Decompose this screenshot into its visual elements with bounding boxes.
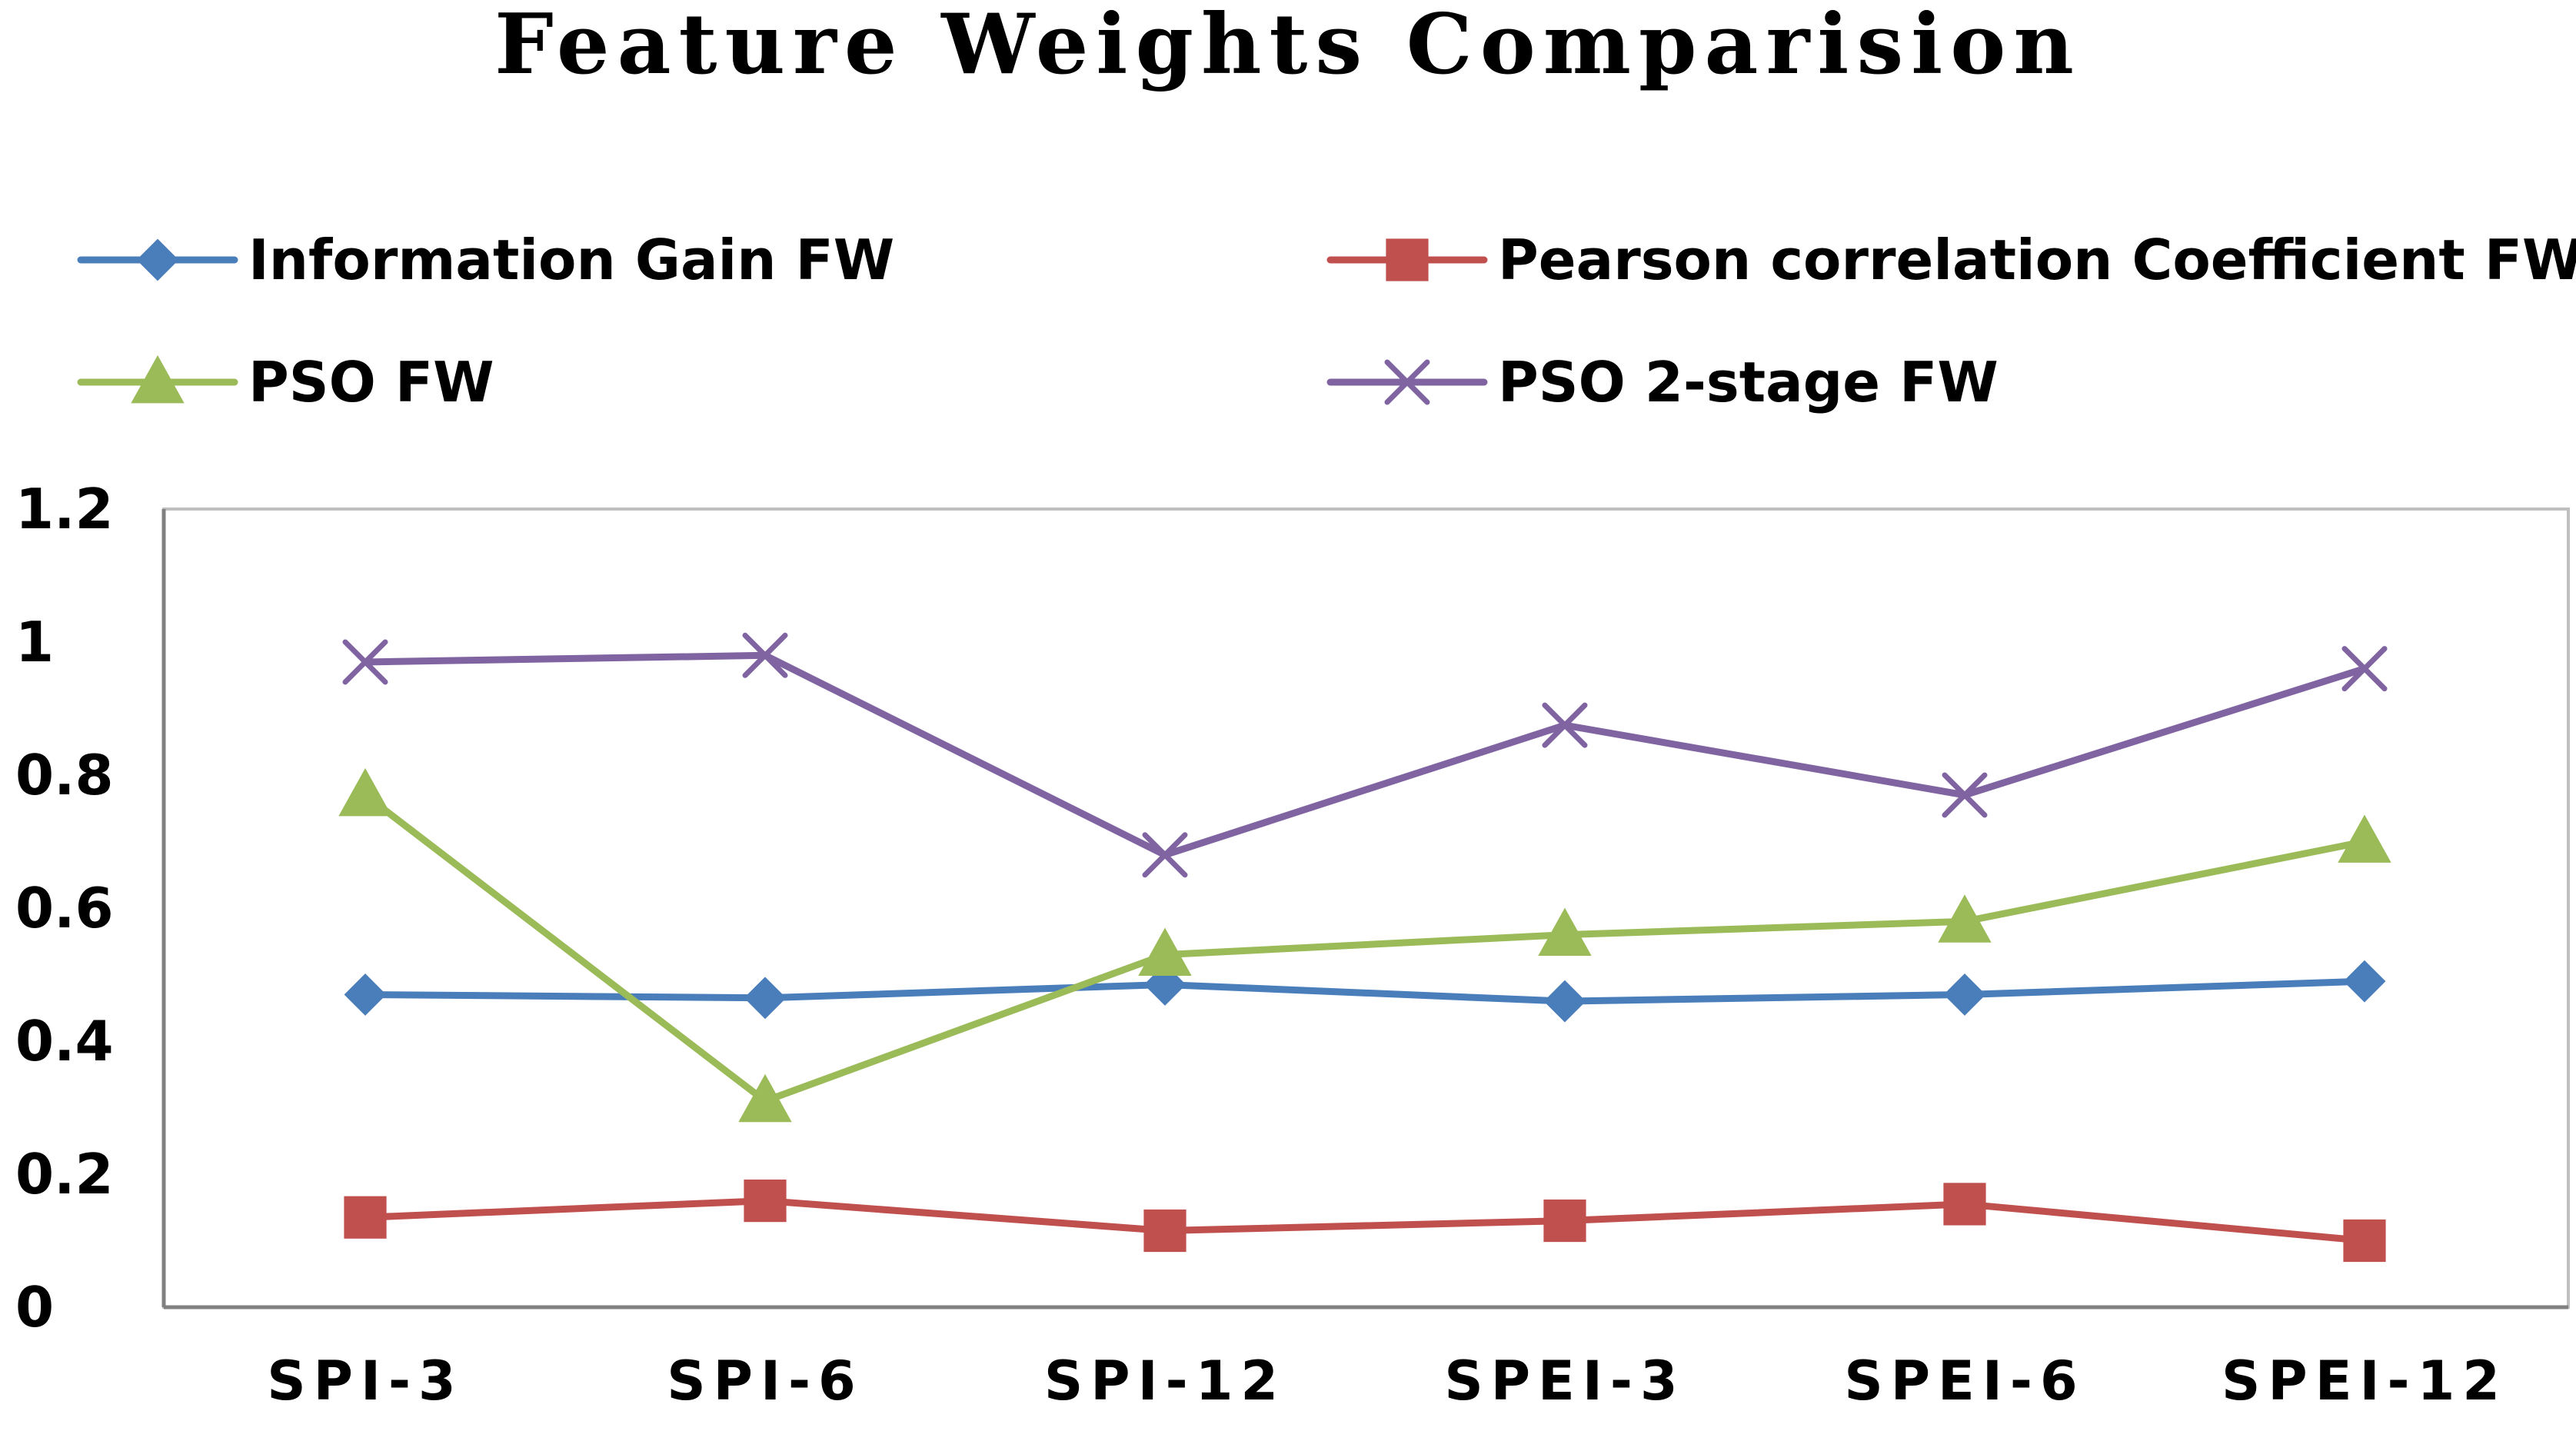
series-information-gain-fw [344, 960, 2386, 1023]
legend-marker [131, 354, 185, 404]
data-point [344, 1196, 387, 1239]
data-point [1142, 832, 1188, 878]
series-line [361, 791, 2368, 1105]
series-line [361, 977, 2368, 1005]
x-tick-label: SPEI-12 [2222, 1349, 2508, 1413]
data-point [1543, 1199, 1586, 1243]
legend-marker [1386, 238, 1429, 281]
data-point [2343, 960, 2386, 1003]
data-point [2341, 646, 2388, 692]
y-axis-ticks: 0 0.2 0.4 0.6 0.8 1 1.2 [15, 477, 114, 1339]
data-point [338, 767, 392, 817]
legend: Information Gain FW Pearson correlation C… [77, 228, 2576, 414]
x-tick-label: SPEI-6 [1844, 1349, 2085, 1413]
legend-item: PSO FW [77, 350, 494, 414]
series-pearson-correlation-coefficient-fw [344, 1180, 2386, 1263]
y-tick-label: 1.2 [15, 477, 114, 541]
series-pso-fw [338, 767, 2391, 1123]
legend-label: PSO 2-stage FW [1498, 350, 1999, 414]
data-point [1938, 894, 1992, 943]
data-point [738, 1073, 792, 1123]
y-tick-label: 0 [15, 1275, 54, 1339]
x-tick-label: SPEI-3 [1444, 1349, 1685, 1413]
series-line [361, 1197, 2368, 1244]
legend-label: PSO FW [248, 350, 494, 414]
y-tick-label: 0.4 [15, 1009, 114, 1073]
legend-item: Information Gain FW [77, 228, 894, 292]
data-point [1538, 907, 1592, 956]
y-tick-label: 0.2 [15, 1142, 114, 1206]
data-point [744, 977, 787, 1020]
legend-label: Pearson correlation Coefficient FW [1498, 228, 2576, 292]
series-lines [338, 632, 2391, 1263]
x-tick-label: SPI-12 [1044, 1349, 1286, 1413]
plot-area-frame [162, 508, 2570, 1309]
data-point [344, 973, 387, 1016]
legend-label: Information Gain FW [248, 228, 894, 292]
data-point [742, 632, 788, 678]
series-line [361, 651, 2368, 859]
data-point [1143, 1209, 1186, 1253]
legend-item: Pearson correlation Coefficient FW [1326, 228, 2576, 292]
data-point [1943, 973, 1986, 1016]
data-point [1138, 927, 1192, 976]
data-point [2343, 1219, 2386, 1263]
data-point [1942, 772, 1988, 818]
data-point [1543, 980, 1586, 1023]
data-point [1943, 1183, 1986, 1226]
legend-marker [136, 238, 179, 281]
x-axis-ticks: SPI-3 SPI-6 SPI-12 SPEI-3 SPEI-6 SPEI-12 [267, 1349, 2508, 1413]
data-point [744, 1180, 787, 1223]
x-tick-label: SPI-3 [267, 1349, 464, 1413]
legend-item: PSO 2-stage FW [1326, 350, 1999, 414]
data-point [342, 639, 388, 685]
y-tick-label: 0.8 [15, 743, 114, 807]
series-pso-2-stage-fw [342, 632, 2388, 878]
data-point [1542, 702, 1588, 748]
y-tick-label: 0.6 [15, 876, 114, 940]
data-point [2338, 814, 2391, 863]
legend-marker [1384, 359, 1430, 405]
chart-title: Feature Weights Comparision [494, 0, 2082, 93]
y-tick-label: 1 [15, 610, 54, 674]
x-tick-label: SPI-6 [667, 1349, 864, 1413]
